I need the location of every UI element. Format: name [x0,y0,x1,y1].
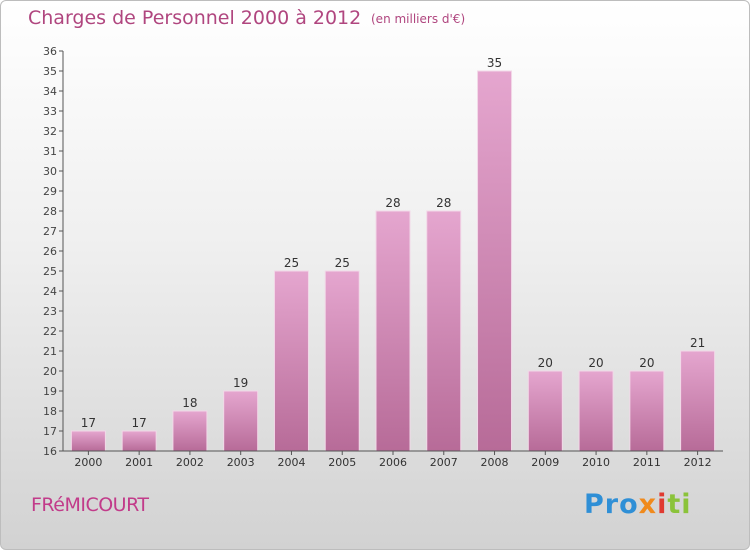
y-tick-label: 19 [43,385,57,398]
bar [527,370,563,452]
x-tick-label: 2008 [481,456,509,469]
data-label: 17 [81,416,96,430]
data-label: 21 [690,336,705,350]
y-tick-label: 20 [43,365,57,378]
data-label: 17 [132,416,147,430]
x-tick-label: 2011 [633,456,661,469]
data-label: 20 [538,356,553,370]
y-tick-label: 17 [43,425,57,438]
data-label: 18 [182,396,197,410]
x-tick-label: 2002 [176,456,204,469]
y-tick-label: 36 [43,45,57,58]
bar [578,370,614,452]
data-label: 25 [284,256,299,270]
data-label: 25 [335,256,350,270]
data-label: 20 [588,356,603,370]
bar [273,270,309,452]
bars-group: 17 17 18 19 25 25 28 28 35 20 20 20 21 [70,56,716,452]
bar [223,390,259,452]
y-tick-label: 31 [43,145,57,158]
x-tick-label: 2007 [430,456,458,469]
bar [172,410,208,452]
x-tick-label: 2009 [531,456,559,469]
y-axis: 16 17 18 19 20 21 22 23 24 25 26 27 28 29 30 31 32 33 34 35… [43,45,64,458]
y-tick-label: 23 [43,305,57,318]
bar [324,270,360,452]
x-tick-label: 2001 [125,456,153,469]
y-tick-label: 28 [43,205,57,218]
bar [477,70,513,452]
y-tick-label: 16 [43,445,57,458]
logo-part-1: Pro [584,489,639,520]
data-label: 35 [487,56,502,70]
y-tick-label: 22 [43,325,57,338]
bar [121,430,157,452]
bar [70,430,106,452]
bar [426,210,462,452]
chart-subtitle: (en milliers d'€) [371,12,466,26]
proxiti-logo[interactable]: Proxiti [584,489,692,520]
bar [375,210,411,452]
y-tick-label: 30 [43,165,57,178]
commune-name: FRéMICOURT [31,494,149,516]
data-label: 28 [436,196,451,210]
x-tick-label: 2003 [227,456,255,469]
y-tick-label: 24 [43,285,57,298]
data-label: 20 [639,356,654,370]
data-label: 19 [233,376,248,390]
y-tick-label: 27 [43,225,57,238]
bar [629,370,665,452]
data-label: 28 [385,196,400,210]
x-tick-label: 2005 [328,456,356,469]
y-tick-label: 21 [43,345,57,358]
x-tick-label: 2004 [277,456,305,469]
y-tick-label: 35 [43,65,57,78]
y-tick-label: 18 [43,405,57,418]
y-tick-label: 26 [43,245,57,258]
x-axis: 2000 2001 2002 2003 2004 2005 2006 2007 2008 2009… [63,450,723,469]
x-tick-label: 2010 [582,456,610,469]
y-tick-label: 32 [43,125,57,138]
logo-part-3: i [657,489,668,520]
y-tick-label: 29 [43,185,57,198]
chart-title: Charges de Personnel 2000 à 2012 [28,7,362,29]
logo-part-2: x [638,489,658,520]
y-tick-label: 34 [43,85,57,98]
x-tick-label: 2012 [684,456,712,469]
x-tick-label: 2006 [379,456,407,469]
logo-part-4: ti [667,489,692,520]
y-tick-label: 25 [43,265,57,278]
x-tick-label: 2000 [74,456,102,469]
bar [680,350,716,452]
y-tick-label: 33 [43,105,57,118]
